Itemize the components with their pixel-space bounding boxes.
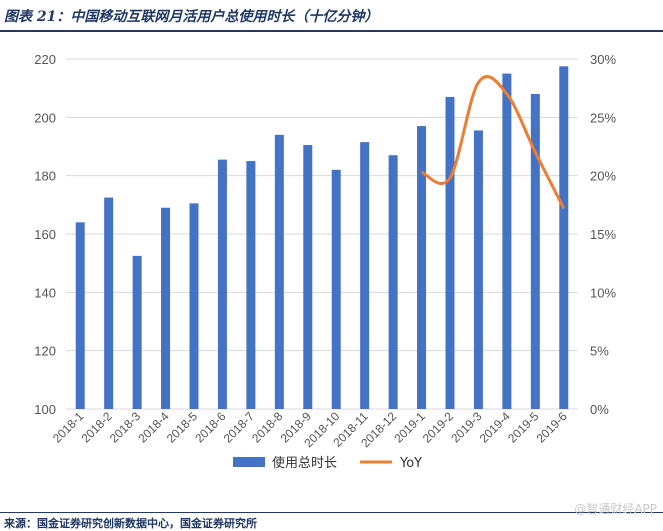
- x-tick-label: 2018-2: [78, 409, 115, 446]
- x-tick-label: 2019-4: [477, 409, 514, 446]
- bar: [530, 94, 540, 409]
- left-axis-ticks: 100 120 140 160 180 200 220: [34, 52, 56, 417]
- left-tick-label: 180: [34, 169, 56, 184]
- x-axis-ticks: 2018-12018-22018-32018-42018-52018-62018…: [50, 409, 570, 450]
- bar: [360, 142, 370, 409]
- right-tick-label: 20%: [590, 169, 616, 184]
- x-tick-label: 2019-1: [391, 409, 428, 446]
- x-tick-label: 2018-3: [107, 409, 144, 446]
- chart: 100 120 140 160 180 200 220 0% 5% 10% 15% 20% 25% 30…: [34, 52, 616, 471]
- bar: [445, 96, 455, 410]
- left-tick-label: 120: [34, 344, 56, 359]
- x-tick-label: 2018-8: [249, 409, 286, 446]
- watermark: @智通财经APP: [574, 502, 657, 516]
- bar: [161, 207, 171, 409]
- x-tick-label: 2019-3: [448, 409, 485, 446]
- bar: [417, 126, 427, 409]
- bar: [303, 145, 313, 409]
- bar: [388, 155, 398, 409]
- bar: [132, 255, 142, 409]
- bar-series: [75, 66, 569, 410]
- bar: [104, 197, 114, 409]
- right-tick-label: 0%: [590, 402, 609, 417]
- bar: [331, 169, 341, 409]
- left-tick-label: 160: [34, 227, 56, 242]
- bar: [189, 203, 199, 409]
- figure-header: 图表 21：中国移动互联网月活用户总使用时长（十亿分钟）: [0, 0, 663, 30]
- bar: [274, 134, 284, 409]
- right-tick-label: 30%: [590, 52, 616, 67]
- left-tick-label: 140: [34, 285, 56, 300]
- right-tick-label: 5%: [590, 344, 609, 359]
- yoy-line: [420, 75, 566, 210]
- x-tick-label: 2018-6: [192, 409, 229, 446]
- x-tick-label: 2018-4: [135, 409, 172, 446]
- left-tick-label: 220: [34, 52, 56, 67]
- legend: 使用总时长 YoY: [233, 455, 422, 471]
- right-axis-ticks: 0% 5% 10% 15% 20% 25% 30%: [590, 52, 616, 417]
- left-tick-label: 100: [34, 402, 56, 417]
- gridlines: [66, 58, 578, 410]
- right-tick-label: 25%: [590, 110, 616, 125]
- x-tick-label: 2019-6: [534, 409, 571, 446]
- legend-line-label: YoY: [399, 456, 422, 471]
- x-tick-label: 2018-7: [221, 409, 258, 446]
- figure-title: 图表 21：中国移动互联网月活用户总使用时长（十亿分钟）: [4, 9, 379, 25]
- bar: [246, 161, 256, 409]
- source-note: 来源：国金证券研究创新数据中心，国金证券研究所: [4, 517, 257, 530]
- x-tick-label: 2019-2: [420, 409, 457, 446]
- title-divider: [0, 30, 663, 32]
- legend-bar-label: 使用总时长: [272, 455, 337, 471]
- right-tick-label: 10%: [590, 285, 616, 300]
- legend-bar-swatch: [233, 457, 265, 467]
- source-divider: [0, 512, 663, 513]
- bar: [217, 159, 227, 409]
- bar: [473, 130, 483, 409]
- bar: [559, 66, 569, 409]
- x-tick-label: 2019-5: [505, 409, 542, 446]
- bar: [75, 222, 85, 409]
- x-tick-label: 2018-5: [164, 409, 201, 446]
- bar: [502, 73, 512, 410]
- left-tick-label: 200: [34, 110, 56, 125]
- right-tick-label: 15%: [590, 227, 616, 242]
